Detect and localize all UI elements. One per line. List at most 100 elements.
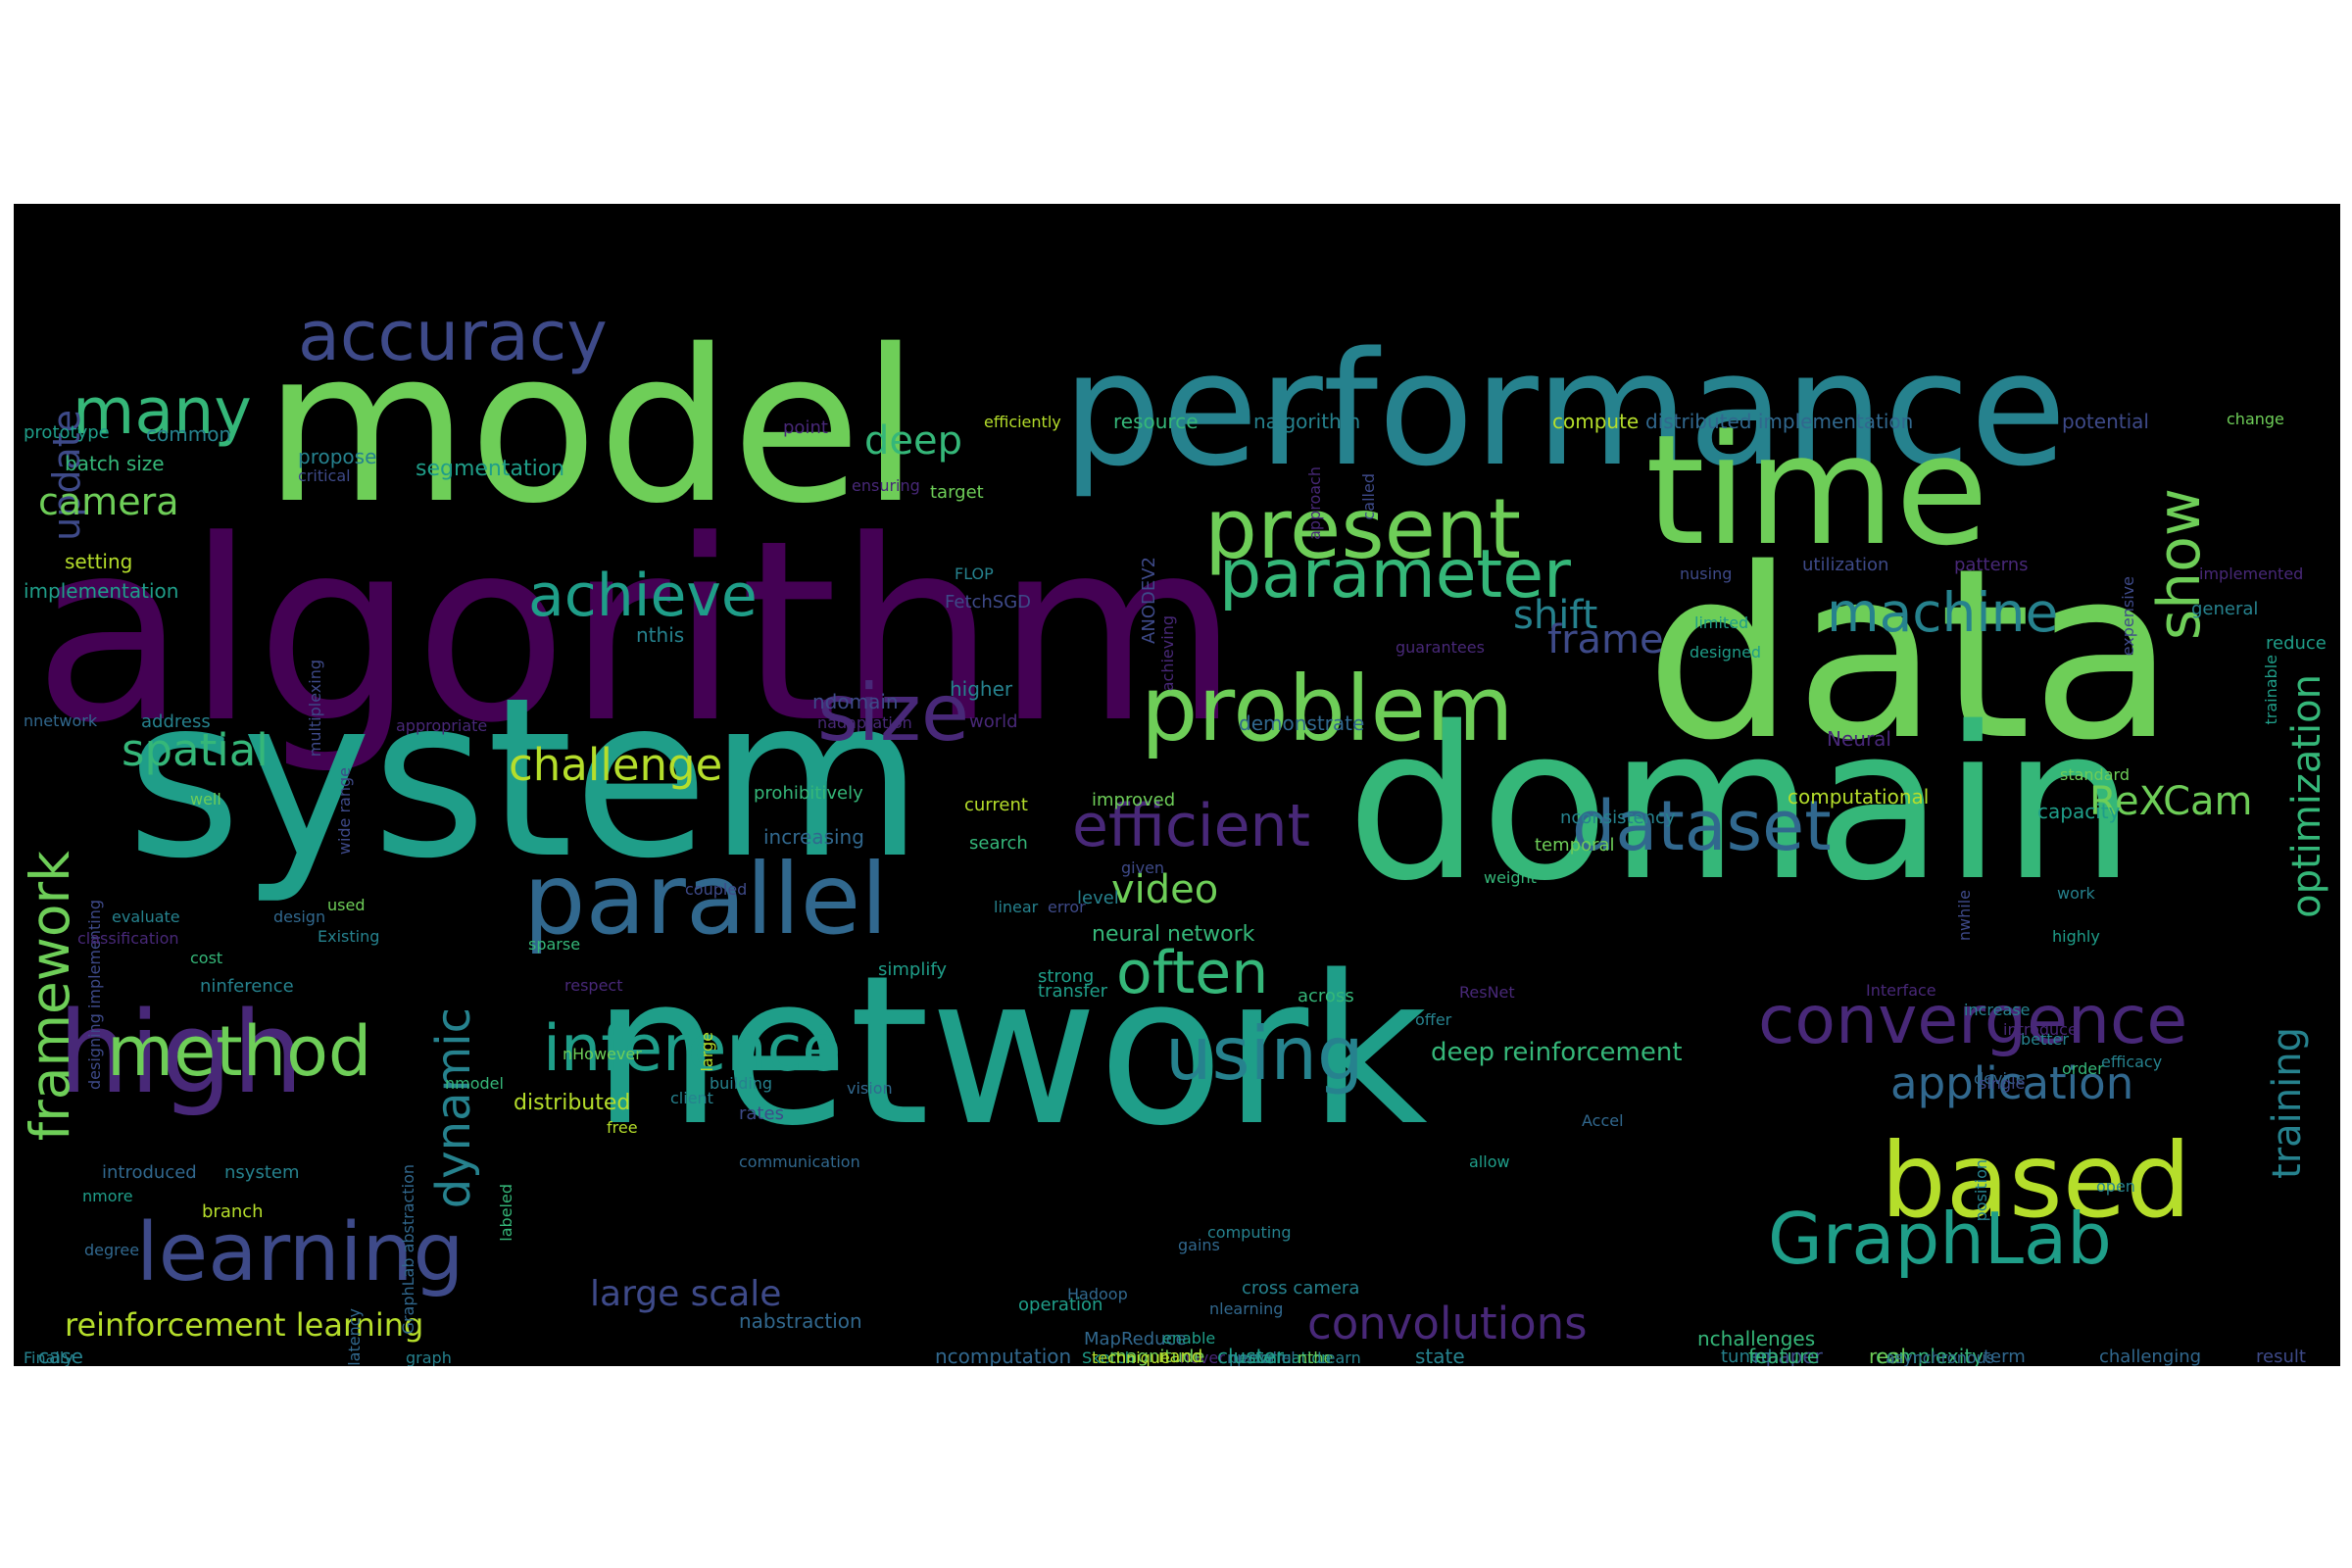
word-design: design [273,907,326,926]
word-nalgorithm: nalgorithm [1253,410,1361,433]
word-critical: critical [298,466,351,485]
word-nand: nand [1158,1347,1203,1366]
word-high: high [58,988,304,1119]
word-graph: graph [406,1348,452,1366]
word-patterns: patterns [1954,555,2029,575]
word-size: size [817,667,970,759]
word-data: data [1645,517,2176,792]
word-common: common [146,422,232,446]
word-feature: feature [1748,1345,1820,1366]
word-nthe: nthe [1298,1348,1334,1366]
word-guarantees: guarantees [1396,638,1485,657]
word-work: work [2057,884,2095,903]
word-anodev2: ANODEV2 [1139,557,1159,644]
word-strong: strong [1038,966,1095,987]
word-open: open [2096,1177,2135,1196]
word-address: address [141,711,211,732]
word-method: method [107,1011,372,1092]
word-model: model [264,304,920,550]
word-appropriate: appropriate [396,716,488,735]
word-graphlab-abstraction: GraphLab abstraction [399,1164,417,1335]
word-machine: machine [1827,581,2059,644]
word-perform: perform [1229,1348,1292,1366]
word-temporal: temporal [1535,835,1615,856]
word-classification: classification [77,929,179,948]
word-ensuring: ensuring [852,476,920,495]
word-neural: Neural [1827,727,1891,751]
word-nsystem: nsystem [224,1162,300,1183]
word-deep-reinforcement: deep reinforcement [1431,1038,1683,1067]
word-spatial: spatial [122,724,269,776]
word-single: single [1979,1074,2026,1093]
word-better: better [2021,1030,2069,1049]
word-compute: compute [1552,410,1640,433]
word-neural-network: neural network [1092,922,1255,947]
word-nhowever: nHowever [563,1045,642,1063]
word-transfer: transfer [1038,981,1108,1002]
word-convolutions: convolutions [1307,1298,1588,1349]
word-real: real [1869,1345,1906,1366]
word-vision: vision [847,1079,893,1098]
word-tuned: tuned [1721,1347,1773,1366]
word-result: result [2256,1347,2306,1366]
word-flop: FLOP [955,564,994,583]
word-performance: performance [1062,318,2067,501]
word-higher: higher [950,677,1013,701]
word-application: application [1890,1057,2134,1109]
word-nconsistency: nconsistency [1560,808,1676,828]
word-reduce: reduce [2266,633,2327,654]
word-efficacy: efficacy [2101,1053,2163,1071]
word-batch-size: batch size [65,452,165,475]
word-nwhile: nwhile [1955,890,1974,942]
word-expensive: expensive [2119,576,2137,657]
word-accel: Accel [1582,1111,1624,1130]
word-prototype: prototype [24,422,110,443]
word-finally: Finally [24,1348,74,1366]
word-allow: allow [1469,1152,1510,1171]
word-often: often [1116,939,1269,1007]
word-cross-camera: cross camera [1242,1278,1360,1298]
word-communication: communication [739,1152,860,1171]
word-learn: Learn [1317,1348,1361,1366]
word-camera: camera [38,480,179,523]
word-achieving: achieving [1158,615,1177,692]
word-order: order [2062,1059,2104,1078]
word-called: called [1359,473,1378,520]
word-linear: linear [994,898,1039,916]
word-asynchronous: asynchronous [1886,1348,1995,1366]
word-target: target [930,482,984,503]
word-device: device [1974,1069,2026,1088]
word-cluster: cluster [1217,1345,1285,1366]
word-mapreduce: MapReduce [1084,1329,1187,1349]
word-interface: Interface [1866,981,1936,1000]
word-standard: standard [2060,765,2130,784]
word-approach: approach [1305,466,1324,540]
word-parallel: parallel [523,842,889,956]
word-increasing: increasing [763,825,864,849]
word-large-scale: large scale [590,1274,782,1314]
word-algorithm: algorithm [33,487,1240,778]
word-nlearning: nlearning [1209,1299,1284,1318]
word-term: term [1984,1347,2026,1366]
word-segmentation: segmentation [416,457,565,481]
word-limited: limited [1694,613,1749,632]
word-world: world [969,711,1018,732]
word-multiplexing: multiplexing [306,660,324,758]
word-point: point [783,417,828,438]
word-efficient: efficient [1072,792,1311,860]
word-position: position [1972,1159,1990,1222]
word-cost: cost [190,949,223,967]
word-free: free [607,1118,638,1137]
word-dataset: dataset [1572,786,1832,866]
word-shift: shift [1513,593,1598,638]
word-demonstrate: demonstrate [1239,711,1365,735]
word-nover: nover [1180,1348,1225,1366]
word-system: system [126,651,924,907]
word-introduced: introduced [102,1162,197,1183]
word-computing: computing [1207,1223,1292,1242]
word-potential: potential [2062,410,2149,433]
word-error: error [1048,898,1086,916]
word-learning: learning [136,1206,465,1299]
word-rates: rates [739,1103,784,1124]
word-branch: branch [202,1201,264,1222]
